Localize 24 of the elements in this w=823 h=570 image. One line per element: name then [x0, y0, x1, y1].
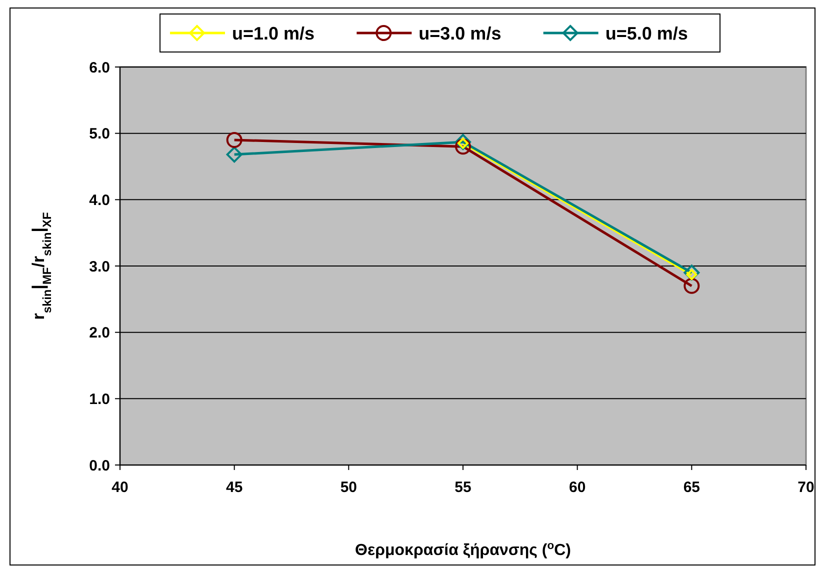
x-tick-label: 40 — [112, 479, 128, 496]
y-tick-label: 3.0 — [89, 258, 110, 276]
y-tick-label: 2.0 — [89, 324, 110, 342]
y-tick-label: 0.0 — [89, 457, 110, 474]
point — [226, 132, 242, 148]
x-tick-label: 50 — [340, 479, 358, 496]
y-tick-label: 1.0 — [89, 390, 110, 408]
y-tick-label: 5.0 — [89, 126, 110, 143]
legend-label: u=3.0 m/s — [418, 23, 502, 44]
x-axis-title: Θερμοκρασία ξήρανσης ($^{o}$C) — [355, 540, 571, 559]
x-tick-label: 60 — [568, 479, 586, 496]
legend-label: u=1.0 m/s — [232, 23, 315, 44]
x-tick-label: 55 — [454, 479, 472, 496]
x-tick-label: 65 — [683, 479, 700, 496]
y-tick-label: 4.0 — [89, 192, 110, 209]
x-tick-label: 45 — [226, 479, 243, 496]
point — [684, 278, 700, 294]
y-tick-label: 6.0 — [89, 59, 110, 76]
point — [684, 264, 700, 281]
legend-label: u=5.0 m/s — [605, 23, 688, 44]
point — [226, 146, 242, 163]
x-tick-label: 70 — [798, 479, 814, 496]
point — [455, 138, 471, 155]
point — [455, 134, 471, 150]
